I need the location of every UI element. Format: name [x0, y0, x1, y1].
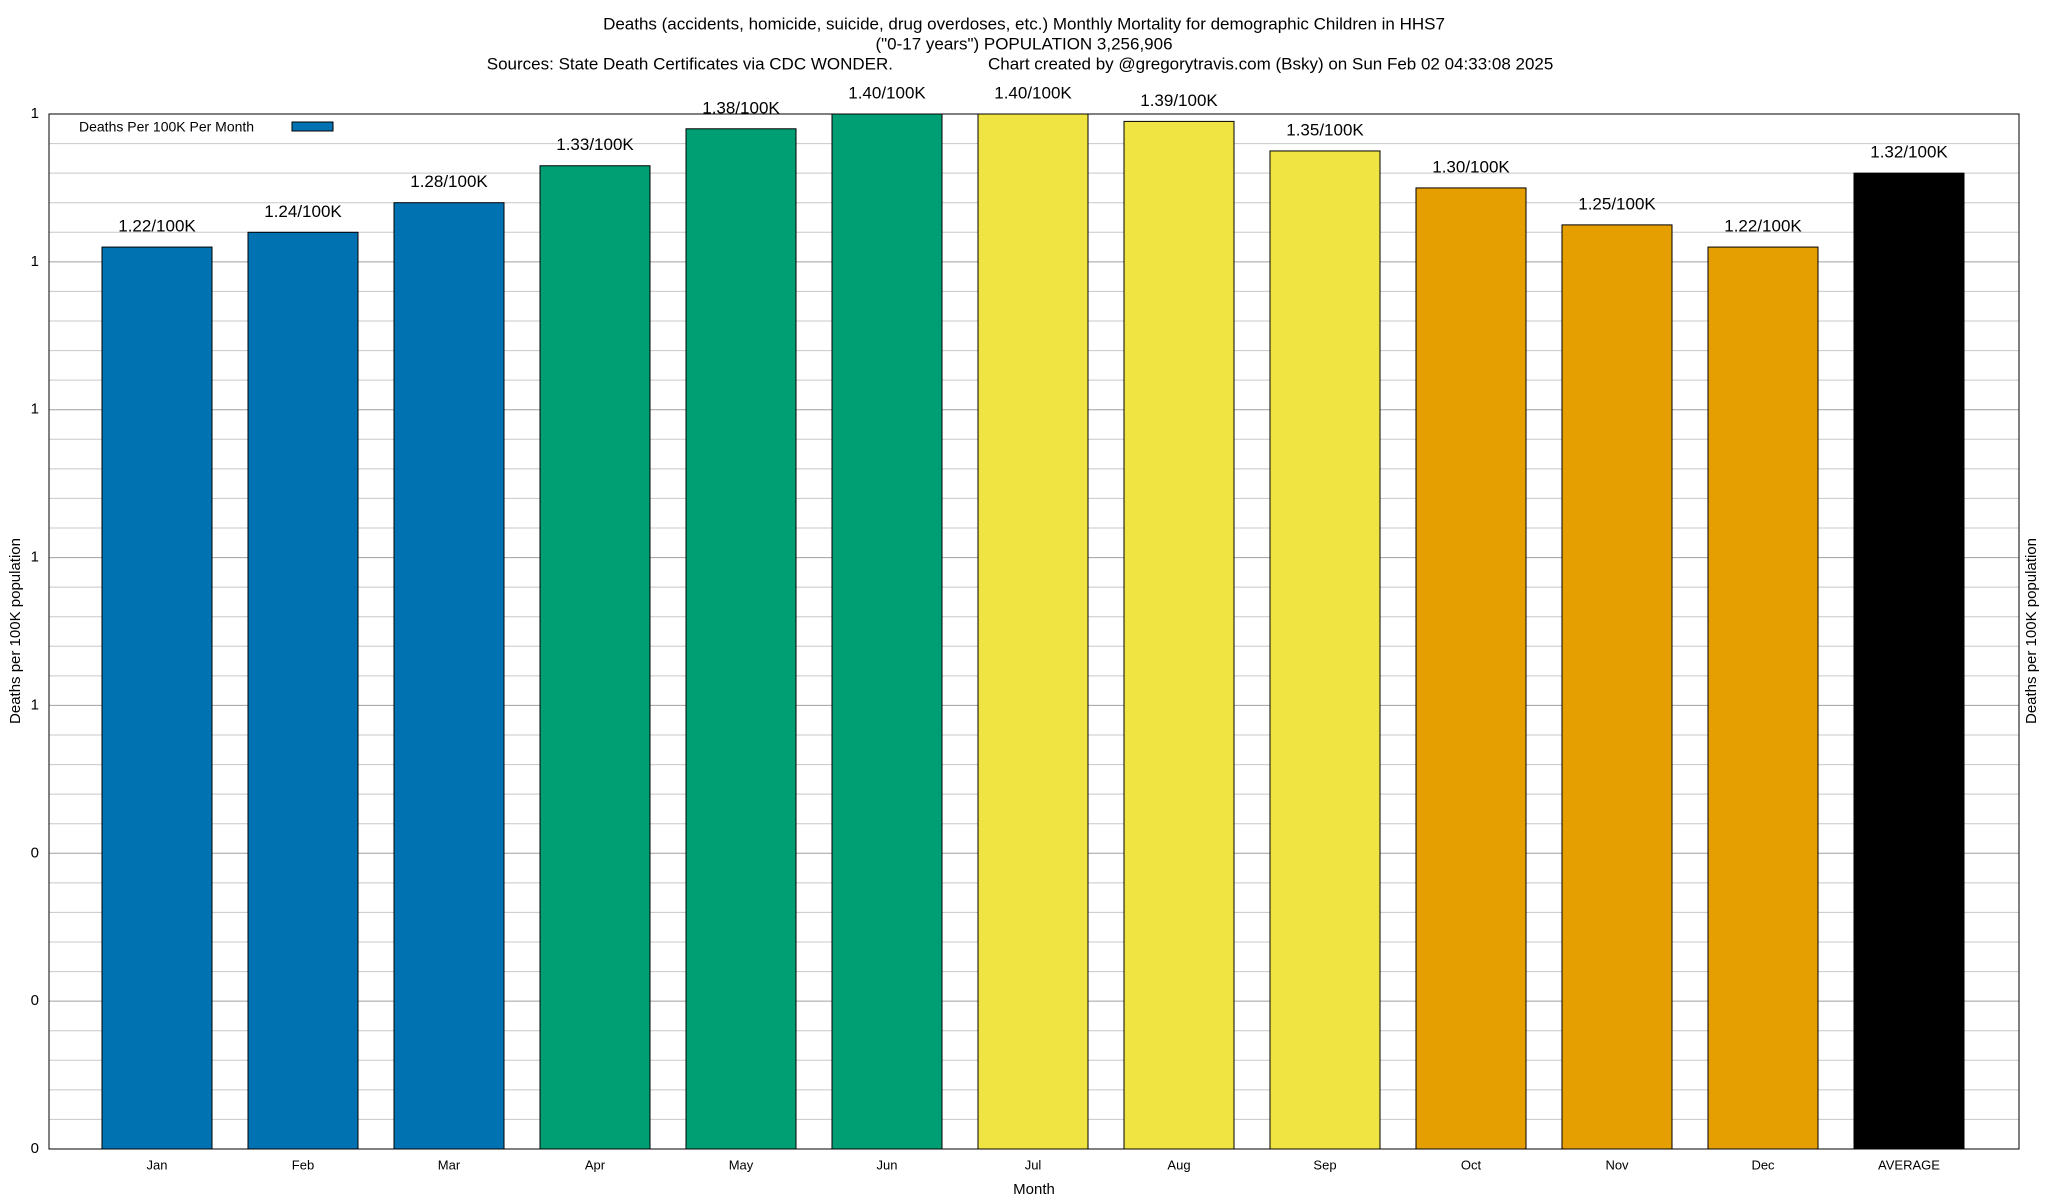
x-tick-label: Oct — [1461, 1157, 1482, 1172]
y-tick-label: 0 — [31, 1140, 39, 1157]
value-label: 1.28/100K — [410, 172, 488, 191]
value-label: 1.40/100K — [994, 83, 1072, 102]
bar — [101, 246, 213, 1150]
y-tick-label: 0 — [31, 992, 39, 1009]
x-tick-label: Mar — [438, 1157, 461, 1172]
y-tick-label: 1 — [31, 401, 39, 418]
y2-axis-label: Deaths per 100K population — [2023, 538, 2040, 724]
bar — [393, 202, 505, 1150]
x-tick-label: AVERAGE — [1878, 1157, 1940, 1172]
value-label: 1.32/100K — [1870, 143, 1948, 162]
x-tick-label: Apr — [585, 1157, 606, 1172]
x-tick-label: Nov — [1605, 1157, 1629, 1172]
value-label: 1.22/100K — [118, 217, 196, 236]
bar — [685, 128, 797, 1150]
sources: Sources: State Death Certificates via CD… — [487, 54, 893, 73]
legend-swatch — [291, 121, 334, 132]
credit: Chart created by @gregorytravis.com (Bsk… — [988, 54, 1553, 73]
x-tick-label: Dec — [1751, 1157, 1775, 1172]
x-tick-label: Sep — [1313, 1157, 1336, 1172]
bar — [1853, 172, 1965, 1150]
chart-subtitle: ("0-17 years") POPULATION 3,256,906 — [875, 34, 1172, 53]
x-tick-label: Jan — [147, 1157, 168, 1172]
x-tick-label: Jul — [1025, 1157, 1042, 1172]
bar — [831, 113, 943, 1150]
x-axis-label: Month — [1013, 1181, 1055, 1198]
y-tick-label: 0 — [31, 844, 39, 861]
value-label: 1.24/100K — [264, 202, 342, 221]
bar — [1123, 120, 1235, 1150]
y-tick-label: 1 — [31, 253, 39, 270]
bar — [977, 113, 1089, 1150]
y-tick-label: 1 — [31, 696, 39, 713]
chart-title: Deaths (accidents, homicide, suicide, dr… — [603, 14, 1445, 33]
value-label: 1.33/100K — [556, 135, 634, 154]
y-tick-label: 1 — [31, 105, 39, 122]
value-label: 1.30/100K — [1432, 157, 1510, 176]
x-tick-label: Feb — [292, 1157, 314, 1172]
x-tick-label: Aug — [1167, 1157, 1190, 1172]
value-label: 1.38/100K — [702, 98, 780, 117]
bar — [1561, 224, 1673, 1150]
value-label: 1.40/100K — [848, 83, 926, 102]
bar — [247, 231, 359, 1150]
value-label: 1.39/100K — [1140, 91, 1218, 110]
bar — [1415, 187, 1527, 1150]
y-axis-label: Deaths per 100K population — [7, 538, 24, 724]
value-label: 1.25/100K — [1578, 194, 1656, 213]
x-tick-label: May — [729, 1157, 754, 1172]
bar — [1269, 150, 1381, 1150]
y-tick-label: 1 — [31, 549, 39, 566]
value-label: 1.35/100K — [1286, 120, 1364, 139]
bar — [539, 165, 651, 1150]
legend-label: Deaths Per 100K Per Month — [79, 119, 254, 135]
x-tick-label: Jun — [877, 1157, 898, 1172]
bar — [1707, 246, 1819, 1150]
value-label: 1.22/100K — [1724, 217, 1802, 236]
